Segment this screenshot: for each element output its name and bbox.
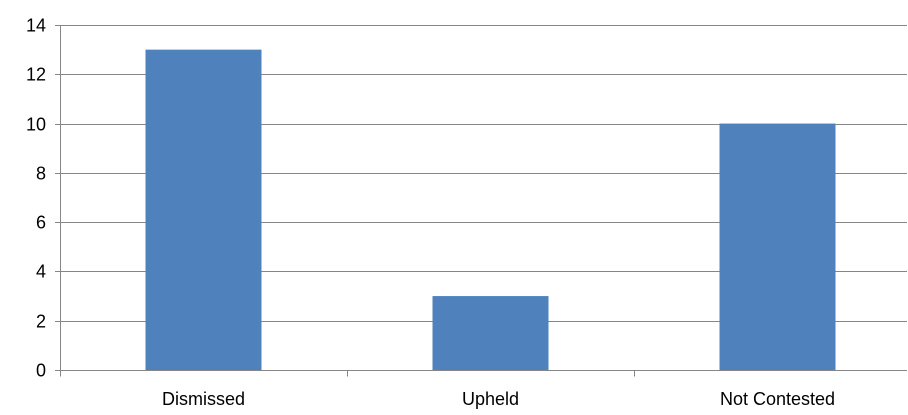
y-tick-label: 12 — [26, 65, 46, 85]
y-tick-label: 14 — [26, 16, 46, 36]
bar-upheld — [432, 296, 549, 370]
x-tick-label: Not Contested — [720, 389, 835, 409]
y-tick-label: 6 — [36, 213, 46, 233]
bar-not-contested — [719, 123, 836, 370]
bars — [145, 49, 836, 371]
x-tick-label: Dismissed — [162, 389, 245, 409]
y-tick-labels: 0 2 4 6 8 10 12 14 — [26, 16, 46, 381]
y-tick-label: 10 — [26, 115, 46, 135]
x-tick-label: Upheld — [462, 389, 519, 409]
y-tick-label: 0 — [36, 361, 46, 381]
bar-dismissed — [145, 49, 262, 371]
x-tick-labels: Dismissed Upheld Not Contested — [162, 389, 835, 409]
axes — [55, 25, 907, 377]
y-tick-label: 8 — [36, 164, 46, 184]
y-tick-label: 4 — [36, 262, 46, 282]
y-tick-label: 2 — [36, 312, 46, 332]
